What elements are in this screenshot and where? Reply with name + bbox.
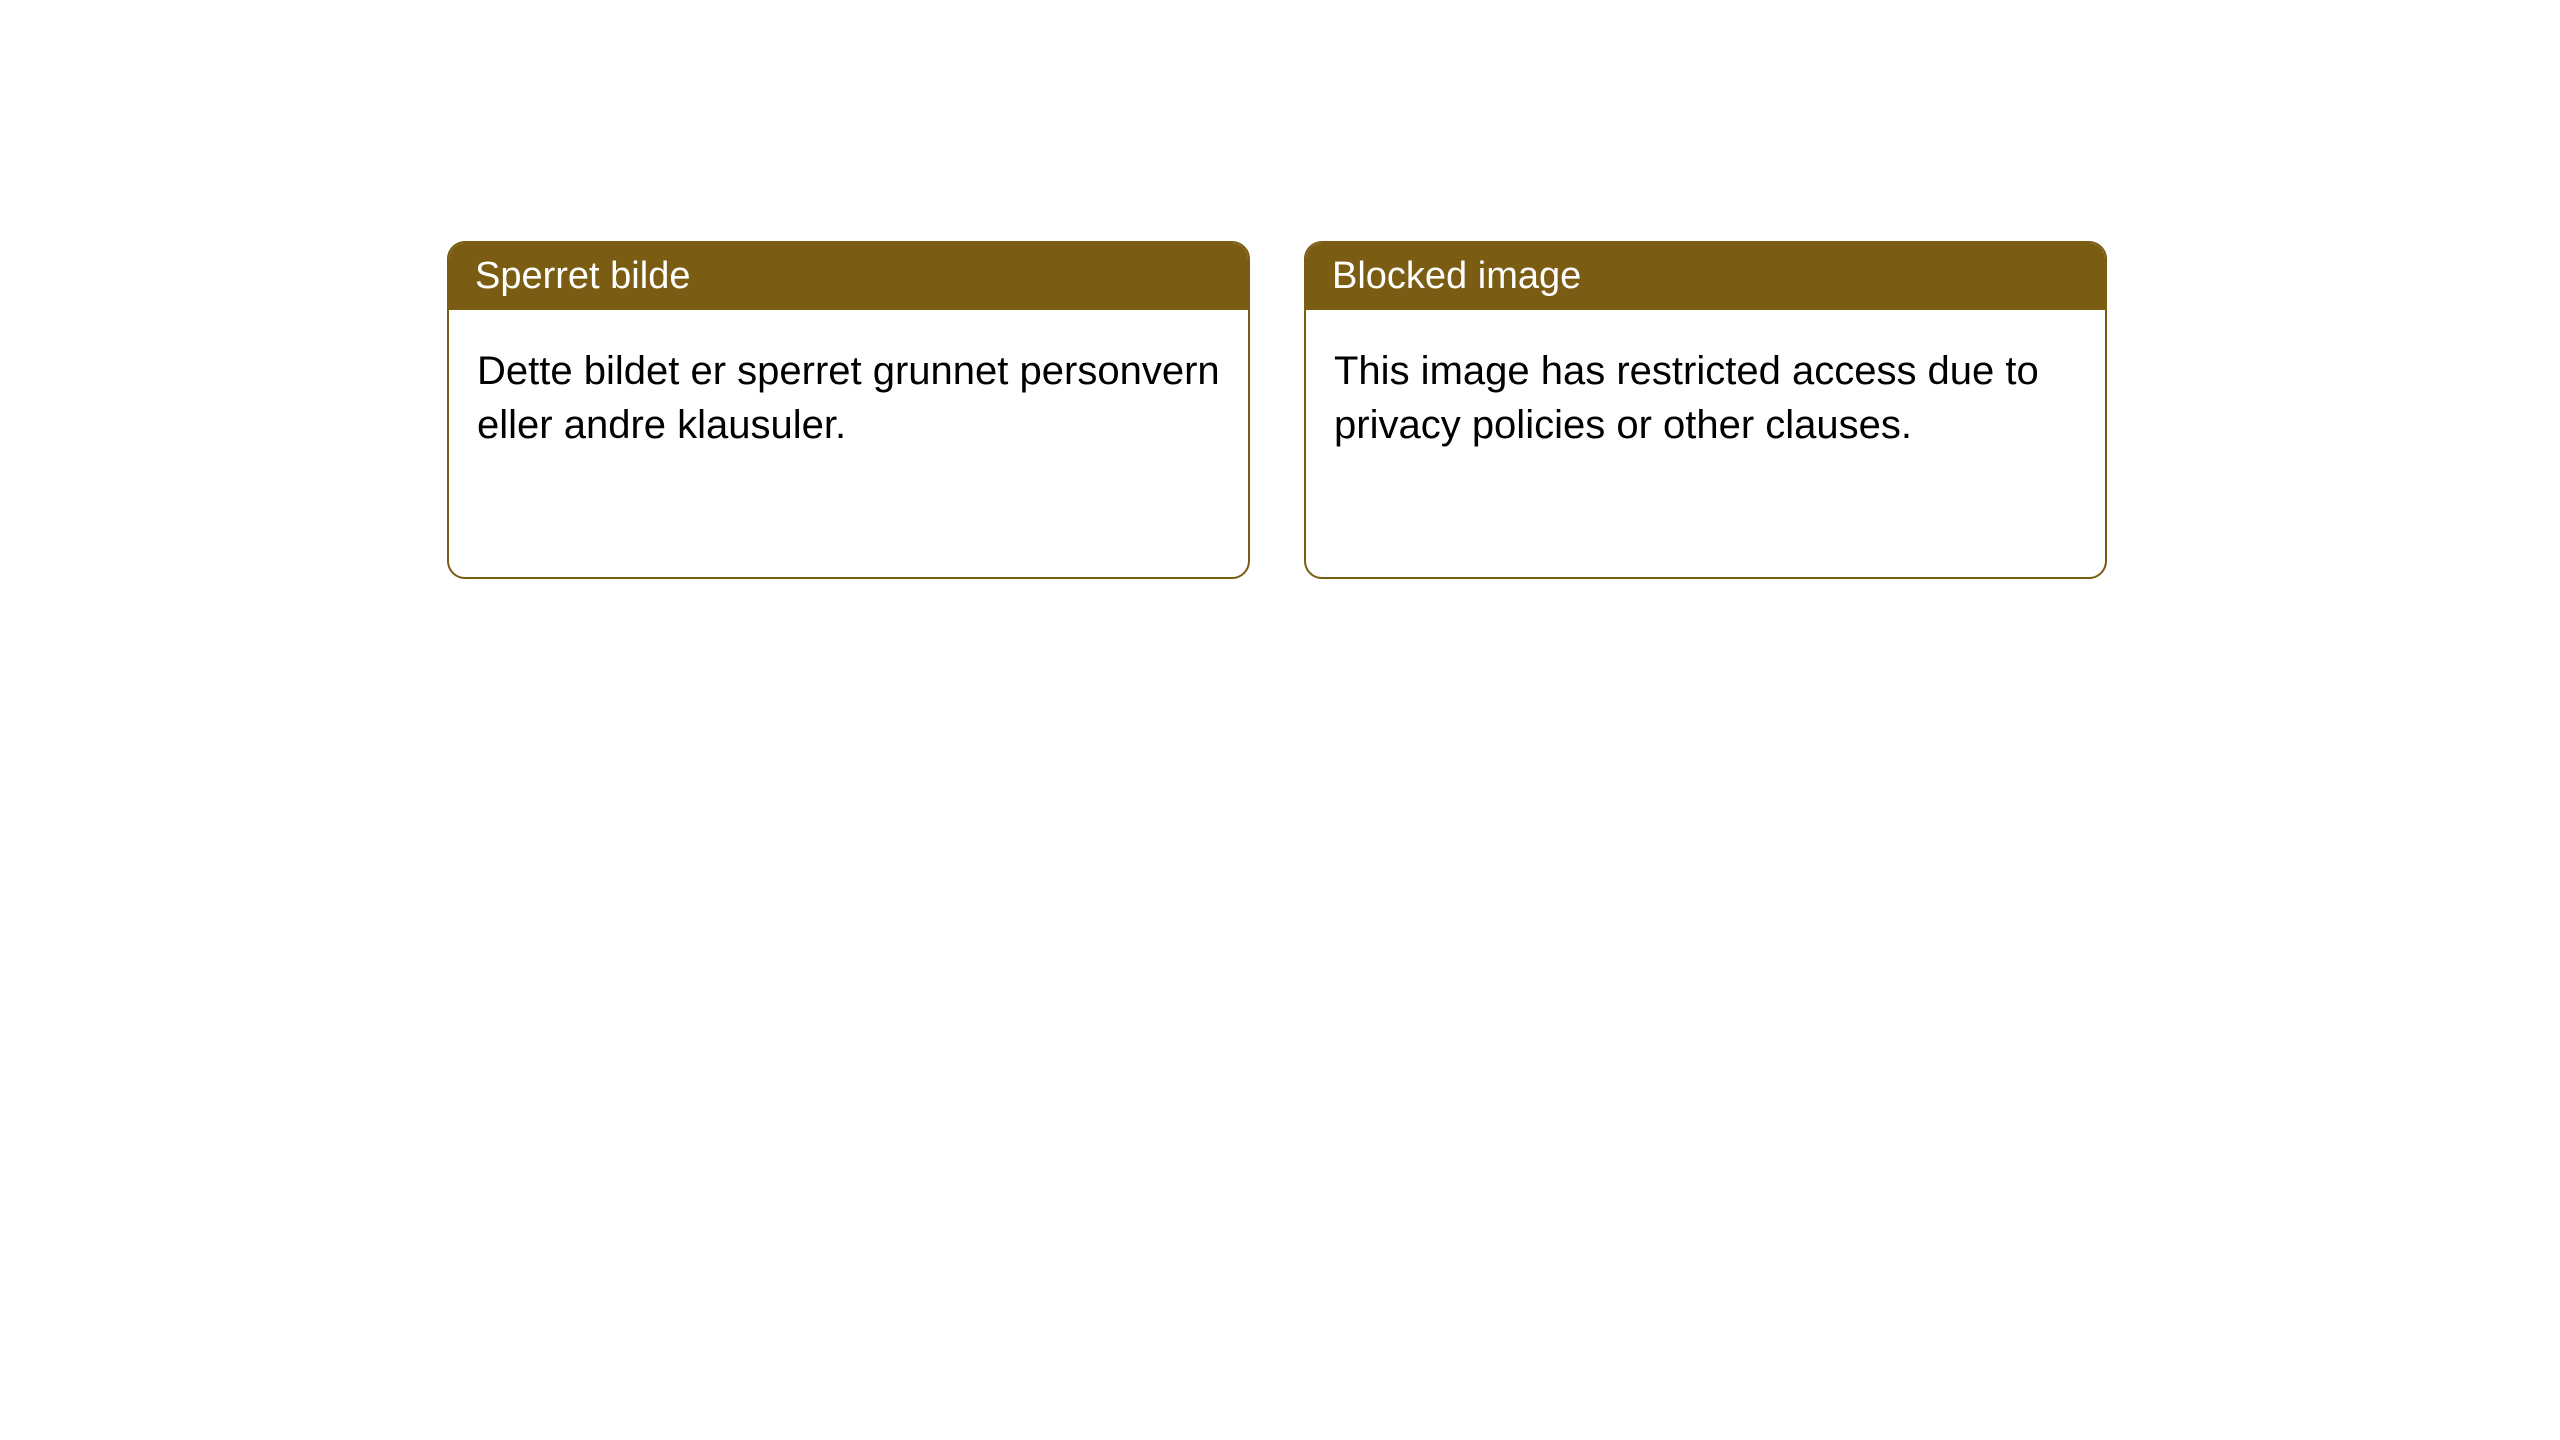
blocked-image-card-english: Blocked image This image has restricted … <box>1304 241 2107 579</box>
card-header: Sperret bilde <box>449 243 1248 310</box>
card-body-text: Dette bildet er sperret grunnet personve… <box>477 349 1220 447</box>
card-header: Blocked image <box>1306 243 2105 310</box>
card-body: Dette bildet er sperret grunnet personve… <box>449 310 1248 486</box>
card-title: Sperret bilde <box>475 255 690 297</box>
blocked-image-card-norwegian: Sperret bilde Dette bildet er sperret gr… <box>447 241 1250 579</box>
card-title: Blocked image <box>1332 255 1581 297</box>
card-body-text: This image has restricted access due to … <box>1334 349 2039 447</box>
notice-cards-container: Sperret bilde Dette bildet er sperret gr… <box>447 241 2107 579</box>
card-body: This image has restricted access due to … <box>1306 310 2105 486</box>
